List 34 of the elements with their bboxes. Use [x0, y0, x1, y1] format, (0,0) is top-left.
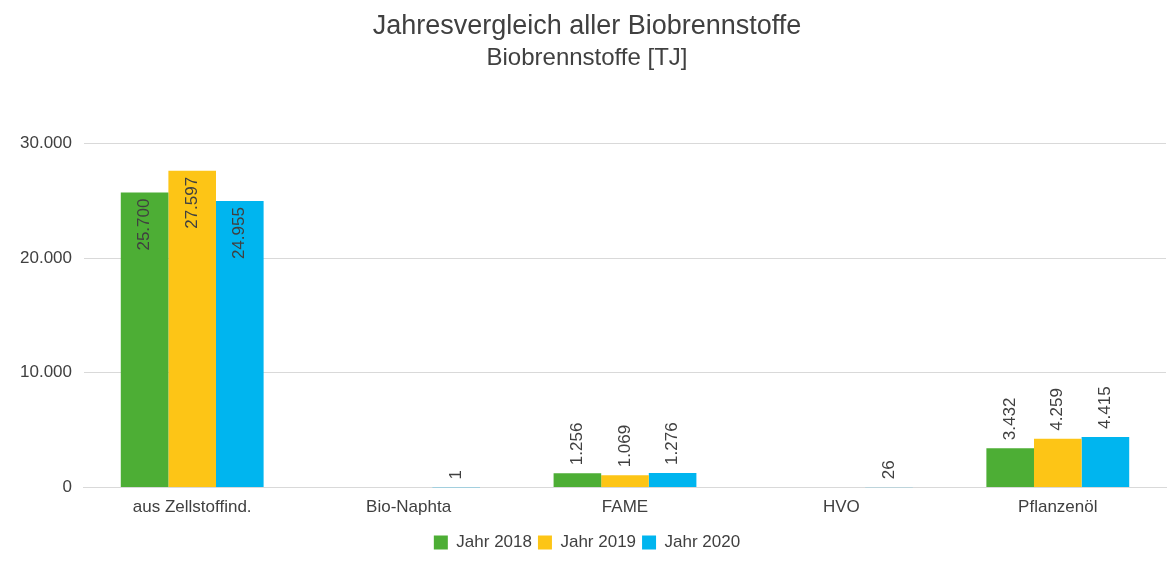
bar	[1034, 438, 1082, 488]
y-tick-label: 30.000	[20, 132, 72, 152]
data-label: 1.276	[662, 422, 682, 465]
data-label: 26	[878, 460, 898, 480]
data-label: 1	[445, 470, 465, 480]
x-tick-label: aus Zellstoffind.	[132, 497, 252, 517]
chart-subtitle: Biobrennstoffe [TJ]	[486, 43, 688, 71]
chart-title: Jahresvergleich aller Biobrennstoffe	[372, 9, 802, 40]
legend-label: Jahr 2018	[456, 532, 532, 552]
data-label: 24.955	[229, 207, 249, 260]
x-tick-label: FAME	[601, 497, 649, 517]
x-tick-label: Bio-Naphta	[366, 497, 452, 517]
data-label: 1.069	[614, 424, 634, 468]
data-label: 27.597	[181, 176, 201, 229]
bar	[986, 448, 1034, 488]
y-tick-label: 0	[62, 477, 72, 497]
bar	[1081, 436, 1130, 488]
data-label: 1.256	[567, 422, 587, 466]
data-label: 4.415	[1095, 386, 1115, 429]
x-tick-label: Pflanzenöl	[1018, 497, 1098, 517]
bar	[120, 192, 169, 488]
data-label: 4.259	[1047, 388, 1067, 431]
data-label: 25.700	[134, 198, 154, 251]
legend-label: Jahr 2019	[560, 532, 637, 552]
y-tick-label: 20.000	[20, 247, 72, 267]
data-label: 3.432	[999, 397, 1019, 441]
y-tick-label: 10.000	[20, 362, 72, 382]
legend-label: Jahr 2020	[664, 532, 741, 552]
bar	[553, 473, 602, 488]
bar	[601, 475, 649, 488]
bar	[168, 170, 216, 488]
x-tick-label: HVO	[822, 497, 860, 517]
bar	[648, 472, 697, 488]
bar	[216, 201, 264, 488]
